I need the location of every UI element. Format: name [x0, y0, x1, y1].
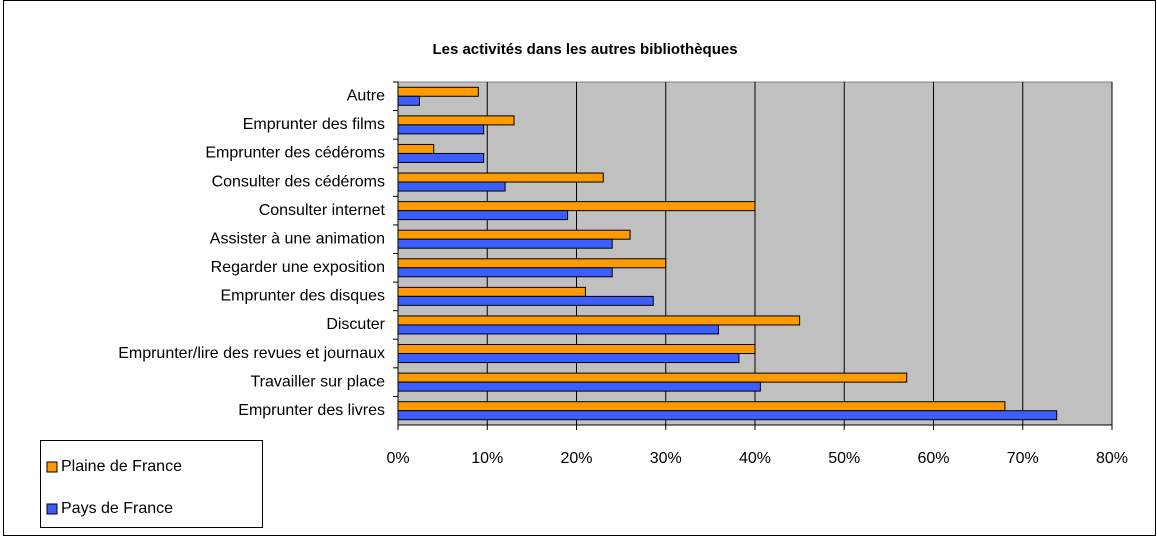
bar — [397, 181, 506, 192]
x-tick-label: 30% — [650, 450, 682, 467]
y-tick-label: Regarder une exposition — [211, 259, 385, 276]
bar — [397, 324, 719, 335]
bar — [397, 401, 1006, 412]
bar — [397, 172, 604, 183]
bar — [397, 229, 631, 240]
bar — [397, 372, 908, 383]
bar — [397, 143, 435, 154]
bar — [397, 267, 613, 278]
bar — [397, 344, 756, 355]
bar — [397, 353, 740, 364]
bar — [397, 381, 761, 392]
x-tick-label: 0% — [386, 450, 409, 467]
x-tick-label: 80% — [1096, 450, 1128, 467]
x-tick-label: 50% — [828, 450, 860, 467]
bar — [397, 86, 479, 97]
x-tick-label: 70% — [1007, 450, 1039, 467]
y-tick-label: Emprunter des livres — [238, 402, 385, 419]
legend-label: Pays de France — [61, 500, 173, 517]
bar — [397, 201, 756, 212]
bar — [397, 286, 586, 297]
x-tick-label: 20% — [560, 450, 592, 467]
bar — [397, 258, 667, 269]
bar — [397, 410, 1058, 421]
legend-swatch — [46, 461, 58, 473]
y-tick-label: Consulter internet — [259, 202, 386, 219]
y-tick-label: Autre — [347, 88, 385, 105]
y-tick-label: Emprunter/lire des revues et journaux — [118, 345, 385, 362]
chart-title: Les activités dans les autres bibliothèq… — [432, 41, 737, 58]
x-tick-label: 60% — [917, 450, 949, 467]
y-tick-label: Emprunter des disques — [220, 288, 385, 305]
y-tick-label: Emprunter des cédéroms — [205, 145, 385, 162]
bar — [397, 152, 485, 163]
legend-label: Plaine de France — [61, 458, 182, 475]
bar — [397, 124, 485, 135]
y-tick-label: Assister à une animation — [210, 230, 385, 247]
bar — [397, 295, 654, 306]
y-tick-label: Consulter des cédéroms — [212, 173, 385, 190]
bar — [397, 315, 801, 326]
x-tick-label: 10% — [471, 450, 503, 467]
y-tick-label: Discuter — [326, 316, 385, 333]
legend-swatch — [46, 503, 58, 515]
bar — [397, 238, 613, 249]
y-tick-label: Travailler sur place — [250, 373, 385, 390]
x-tick-label: 40% — [739, 450, 771, 467]
y-tick-label: Emprunter des films — [243, 116, 385, 133]
legend — [40, 440, 263, 528]
bar — [397, 95, 420, 106]
bar — [397, 115, 515, 126]
bar — [397, 210, 569, 221]
